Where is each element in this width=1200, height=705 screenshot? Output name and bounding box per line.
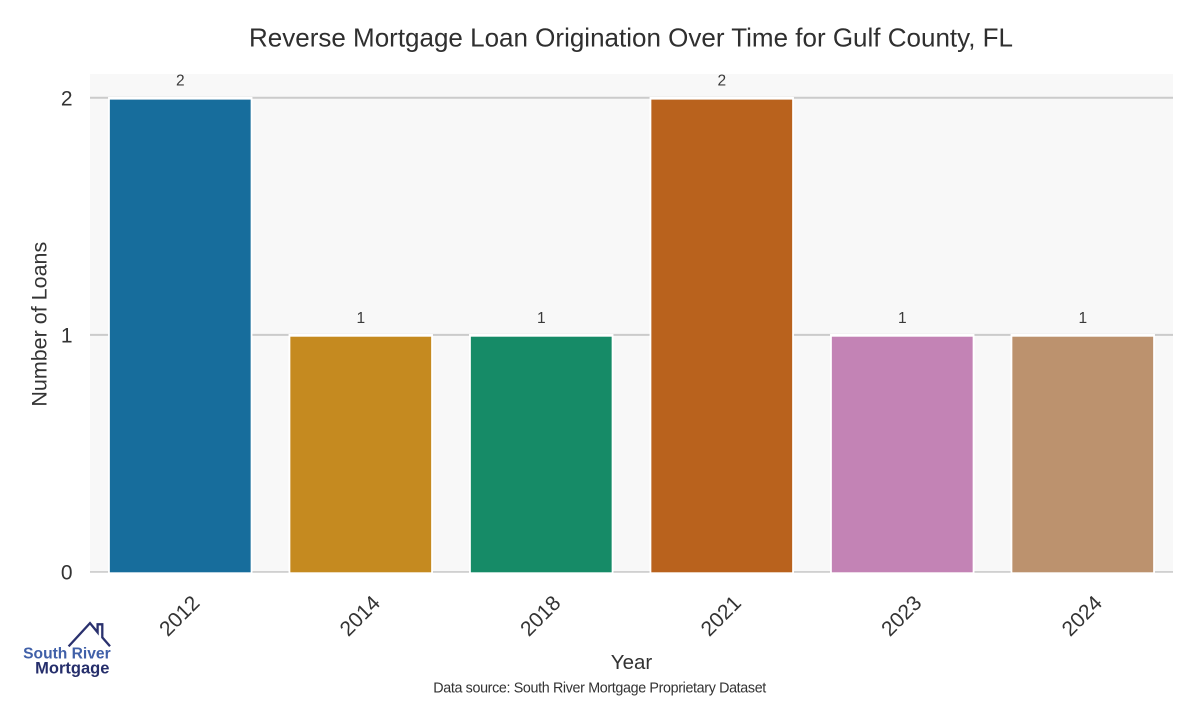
svg-text:2023: 2023 [877,592,926,641]
svg-text:Number of Loans: Number of Loans [28,242,52,407]
svg-text:1: 1 [537,310,546,327]
svg-text:2014: 2014 [336,591,386,641]
svg-text:Mortgage: Mortgage [35,659,109,677]
svg-text:1: 1 [1078,310,1087,327]
svg-text:2: 2 [176,72,185,89]
svg-text:Reverse Mortgage Loan Originat: Reverse Mortgage Loan Origination Over T… [249,23,1013,53]
svg-text:Year: Year [611,651,653,674]
svg-text:2: 2 [61,87,73,110]
svg-text:1: 1 [61,324,73,347]
svg-text:2012: 2012 [155,592,204,641]
svg-text:2018: 2018 [516,592,565,641]
svg-text:2021: 2021 [697,592,746,641]
svg-text:2: 2 [717,72,726,89]
svg-text:2024: 2024 [1058,591,1108,641]
svg-text:Data source: South River Mortg: Data source: South River Mortgage Propri… [433,680,766,696]
svg-text:0: 0 [61,562,73,585]
svg-text:South River: South River [23,646,111,663]
svg-text:1: 1 [898,310,907,327]
svg-text:1: 1 [356,310,365,327]
